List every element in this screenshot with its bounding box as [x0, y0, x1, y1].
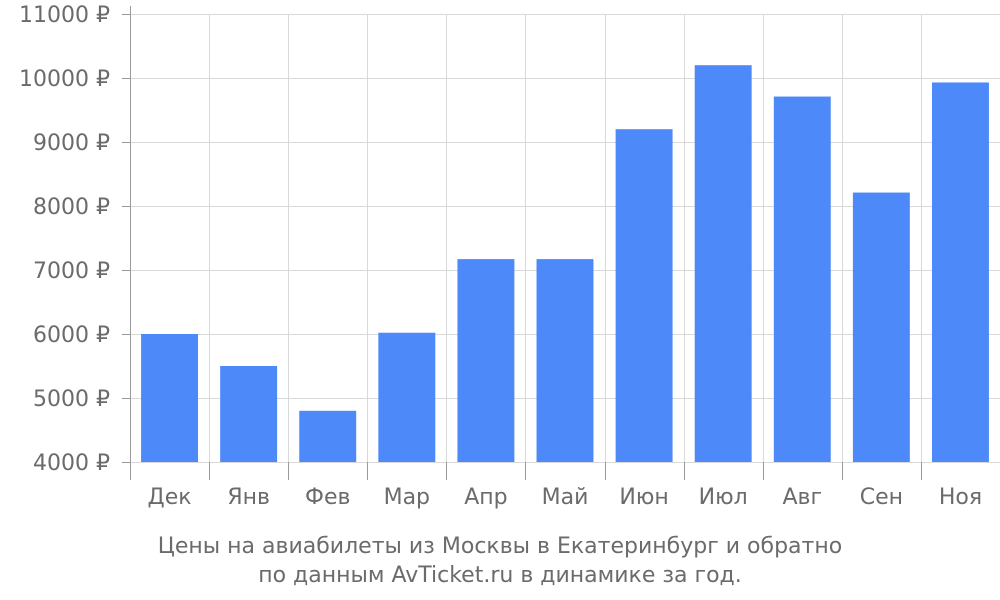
x-tick-label: Авг [782, 485, 822, 510]
caption-line-1: Цены на авиабилеты из Москвы в Екатеринб… [157, 534, 843, 559]
y-tick-label: 9000 ₽ [33, 131, 110, 156]
y-tick-label: 7000 ₽ [33, 259, 110, 284]
y-tick-label: 5000 ₽ [33, 387, 110, 412]
chart-caption: Цены на авиабилеты из Москвы в Екатеринб… [0, 532, 1000, 590]
bar-7 [615, 129, 673, 462]
bar-3 [299, 410, 357, 462]
bar-6 [536, 259, 594, 462]
y-tick-label: 8000 ₽ [33, 195, 110, 220]
grid-lines [130, 14, 1000, 463]
x-tick-label: Ноя [939, 485, 982, 510]
bar-5 [457, 259, 515, 462]
x-tick-label: Янв [227, 485, 270, 510]
x-tick-label: Май [542, 485, 589, 510]
x-tick-label: Июн [619, 485, 668, 510]
bar-8 [694, 65, 752, 462]
x-tick-label: Апр [464, 485, 507, 510]
bar-10 [852, 192, 910, 462]
x-tick-label: Сен [860, 485, 903, 510]
y-tick-label: 4000 ₽ [33, 451, 110, 476]
caption-line-2: по данным AvTicket.ru в динамике за год. [258, 563, 742, 588]
bar-1 [141, 334, 199, 462]
bar-11 [931, 82, 989, 462]
tick-labels: 4000 ₽ 5000 ₽ 6000 ₽ 7000 ₽ 8000 ₽ 9000 ₽ 1000… [19, 3, 982, 510]
bar-9 [773, 96, 831, 462]
y-tick-label: 10000 ₽ [19, 67, 110, 92]
bar-chart: 4000 ₽ 5000 ₽ 6000 ₽ 7000 ₽ 8000 ₽ 9000 ₽ 1000… [19, 3, 1000, 510]
bar-2 [220, 366, 278, 462]
x-tick-label: Фев [305, 485, 350, 510]
x-tick-label: Июл [699, 485, 748, 510]
bars [141, 65, 989, 462]
x-tick-label: Дек [148, 485, 192, 510]
y-tick-label: 11000 ₽ [19, 3, 110, 28]
y-tick-label: 6000 ₽ [33, 323, 110, 348]
bar-4 [378, 332, 436, 462]
axes [122, 6, 922, 480]
x-tick-label: Мар [384, 485, 430, 510]
